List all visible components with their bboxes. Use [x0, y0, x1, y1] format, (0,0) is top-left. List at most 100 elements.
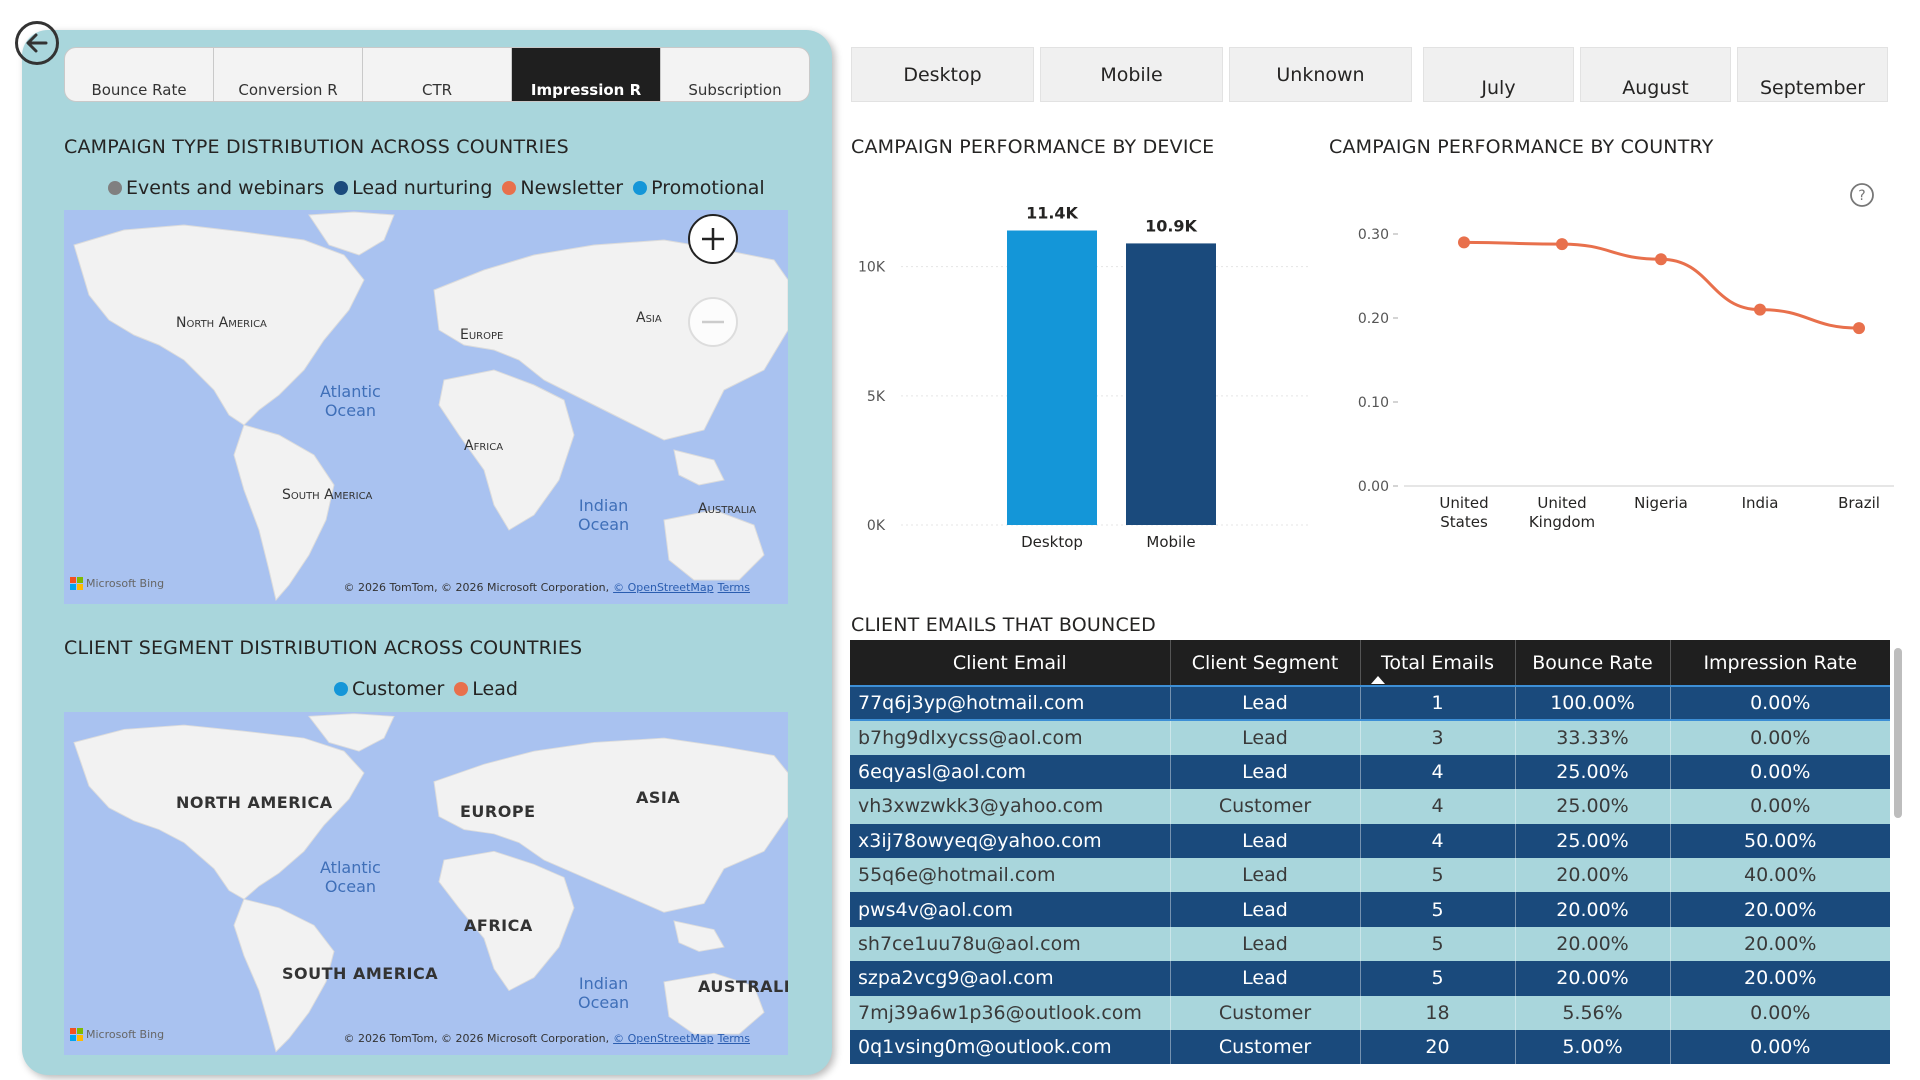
x-tick-label: Brazil — [1838, 494, 1880, 512]
legend-item-promotional[interactable]: Promotional — [633, 177, 765, 199]
table-cell: 20.00% — [1515, 961, 1671, 996]
legend-dot — [633, 181, 648, 195]
tab-conversion-rate[interactable]: Conversion R — [214, 48, 363, 101]
table-cell: szpa2vcg9@aol.com — [850, 961, 1171, 996]
table-scrollbar[interactable] — [1894, 648, 1902, 818]
table-row[interactable]: 0q1vsing0m@outlook.com Customer 20 5.00% 0.0… — [850, 1029, 1890, 1065]
legend-item-lead-nurturing[interactable]: Lead nurturing — [334, 177, 492, 199]
campaign-type-map-title: CAMPAIGN TYPE DISTRIBUTION ACROSS COUNTR… — [64, 136, 569, 158]
terms-link[interactable]: Terms — [717, 1032, 750, 1045]
legend-label: Events and webinars — [126, 177, 325, 199]
back-button[interactable] — [15, 21, 59, 65]
column-header-impression-rate[interactable]: Impression Rate — [1670, 640, 1890, 686]
month-slicer-september[interactable]: September — [1737, 47, 1888, 102]
table-cell: 40.00% — [1670, 857, 1890, 893]
table-cell: 0.00% — [1670, 754, 1890, 790]
table-cell: 25.00% — [1515, 754, 1671, 790]
table-cell: 20.00% — [1515, 857, 1671, 893]
legend-label: Customer — [352, 678, 445, 700]
client-segment-legend: Customer Lead — [334, 678, 518, 700]
bing-label: Microsoft Bing — [86, 577, 165, 590]
continent-label-north-america: North America — [176, 315, 267, 331]
table-cell: 0.00% — [1670, 789, 1890, 824]
table-cell: 20.00% — [1670, 926, 1890, 962]
table-cell: Lead — [1170, 684, 1361, 722]
country-line-chart[interactable]: 0.000.100.200.30UnitedStatesUnitedKingdo… — [1329, 210, 1899, 540]
ocean-label-atlantic: Atlantic Ocean — [320, 858, 381, 896]
device-bar-chart[interactable]: 0K 5K 10K 11.4K Desktop 10.9K Mobile — [851, 170, 1321, 550]
table-row[interactable]: x3ij78owyeq@yahoo.com Lead 4 25.00% 50.00% — [850, 823, 1890, 858]
device-slicer-mobile[interactable]: Mobile — [1040, 47, 1223, 102]
table-cell: 33.33% — [1515, 720, 1671, 755]
table-cell: 5 — [1360, 926, 1516, 962]
month-slicer-august[interactable]: August — [1580, 47, 1731, 102]
map-attribution: © 2026 TomTom, © 2026 Microsoft Corporat… — [343, 581, 750, 594]
bounced-emails-title: CLIENT EMAILS THAT BOUNCED — [851, 614, 1156, 636]
plus-icon — [702, 228, 724, 250]
column-header-client-segment[interactable]: Client Segment — [1170, 640, 1361, 686]
legend-dot — [334, 181, 349, 195]
sort-ascending-icon — [1370, 676, 1385, 684]
zoom-in-button[interactable] — [688, 214, 738, 264]
table-row[interactable]: vh3xwzwkk3@yahoo.com Customer 4 25.00% 0.00% — [850, 789, 1890, 824]
table-row[interactable]: 7mj39a6w1p36@outlook.com Customer 18 5.56% 0… — [850, 995, 1890, 1030]
table-body: 77q6j3yp@hotmail.com Lead 1 100.00% 0.00% b7h… — [850, 684, 1890, 1065]
terms-link[interactable]: Terms — [717, 581, 750, 594]
device-slicer-unknown[interactable]: Unknown — [1229, 47, 1412, 102]
y-tick-label: 0.10 — [1358, 395, 1389, 411]
data-point — [1458, 236, 1470, 249]
table-cell: 3 — [1360, 720, 1516, 755]
column-header-label: Total Emails — [1380, 651, 1495, 674]
table-row[interactable]: 55q6e@hotmail.com Lead 5 20.00% 40.00% — [850, 857, 1890, 893]
client-segment-map[interactable]: NORTH AMERICA EUROPE ASIA AFRICA SOUTH A… — [64, 712, 788, 1055]
continent-label-africa: Africa — [464, 438, 504, 454]
table-cell: vh3xwzwkk3@yahoo.com — [850, 789, 1171, 824]
campaign-type-legend: Events and webinars Lead nurturing Newsl… — [108, 177, 765, 199]
table-cell: 5 — [1360, 961, 1516, 996]
bounced-emails-table: Client Email Client Segment Total Emails… — [850, 640, 1890, 1065]
x-tick-label: United — [1537, 494, 1586, 512]
metric-tab-bar: Bounce Rate Conversion R CTR Impression … — [64, 47, 810, 102]
table-row[interactable]: 77q6j3yp@hotmail.com Lead 1 100.00% 0.00% — [850, 684, 1890, 722]
table-cell: 77q6j3yp@hotmail.com — [850, 684, 1171, 722]
column-header-total-emails[interactable]: Total Emails — [1360, 640, 1516, 686]
column-header-bounce-rate[interactable]: Bounce Rate — [1515, 640, 1671, 686]
bar-mobile — [1126, 243, 1216, 525]
tab-ctr[interactable]: CTR — [363, 48, 512, 101]
legend-item-customer[interactable]: Customer — [334, 678, 444, 700]
legend-item-events-webinars[interactable]: Events and webinars — [108, 177, 324, 199]
table-cell: 5 — [1360, 892, 1516, 927]
column-header-client-email[interactable]: Client Email — [850, 640, 1171, 686]
table-row[interactable]: pws4v@aol.com Lead 5 20.00% 20.00% — [850, 892, 1890, 927]
table-cell: 25.00% — [1515, 823, 1671, 858]
legend-label: Newsletter — [520, 177, 624, 199]
device-slicer-desktop[interactable]: Desktop — [851, 47, 1034, 102]
table-cell: Lead — [1170, 961, 1361, 996]
legend-label: Promotional — [651, 177, 765, 199]
legend-label: Lead — [472, 678, 518, 700]
openstreetmap-link[interactable]: © OpenStreetMap — [613, 581, 714, 594]
table-row[interactable]: b7hg9dlxycss@aol.com Lead 3 33.33% 0.00% — [850, 720, 1890, 755]
month-slicer-july[interactable]: July — [1423, 47, 1574, 102]
y-tick-label: 0.00 — [1358, 479, 1389, 495]
table-cell: 0.00% — [1670, 995, 1890, 1030]
continent-label-europe: EUROPE — [460, 802, 536, 821]
table-cell: x3ij78owyeq@yahoo.com — [850, 823, 1171, 858]
table-row[interactable]: 6eqyasl@aol.com Lead 4 25.00% 0.00% — [850, 754, 1890, 790]
country-chart-title: CAMPAIGN PERFORMANCE BY COUNTRY — [1329, 136, 1714, 158]
zoom-out-button[interactable] — [688, 297, 738, 347]
question-circle-icon[interactable]: ? — [1849, 182, 1875, 208]
table-cell: sh7ce1uu78u@aol.com — [850, 926, 1171, 962]
tab-subscription[interactable]: Subscription — [688, 81, 782, 99]
tab-impression-rate[interactable]: Impression R — [512, 48, 661, 101]
table-row[interactable]: szpa2vcg9@aol.com Lead 5 20.00% 20.00% — [850, 961, 1890, 996]
legend-item-newsletter[interactable]: Newsletter — [502, 177, 623, 199]
data-point — [1556, 238, 1568, 251]
ocean-label-atlantic: Atlantic Ocean — [320, 382, 381, 420]
table-cell: 20.00% — [1670, 961, 1890, 996]
campaign-type-map[interactable]: North America Europe Asia Africa South A… — [64, 210, 788, 604]
legend-item-lead[interactable]: Lead — [454, 678, 518, 700]
table-row[interactable]: sh7ce1uu78u@aol.com Lead 5 20.00% 20.00% — [850, 926, 1890, 962]
openstreetmap-link[interactable]: © OpenStreetMap — [613, 1032, 714, 1045]
tab-bounce-rate[interactable]: Bounce Rate — [65, 48, 214, 101]
